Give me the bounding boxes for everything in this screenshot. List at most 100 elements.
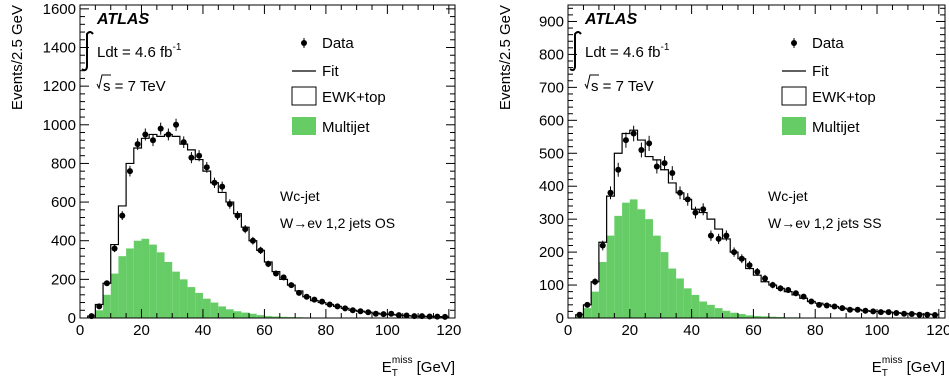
multijet-bar [606, 235, 615, 318]
multijet-bar [676, 278, 684, 318]
sqrt-sign [96, 74, 111, 90]
x-tick-label: 100 [865, 322, 890, 339]
data-point [761, 275, 768, 282]
x-tick-label: 60 [745, 322, 762, 339]
data-point [738, 255, 745, 262]
data-point [426, 313, 433, 320]
multijet-bar [645, 219, 653, 318]
multijet-bar [149, 244, 157, 318]
data-point [831, 303, 838, 310]
x-tick-label: 60 [256, 322, 273, 339]
data-point [103, 280, 110, 287]
data-point [707, 232, 714, 239]
data-point [219, 183, 226, 190]
data-point [870, 308, 877, 315]
multijet-bar [614, 215, 623, 318]
data-point [249, 237, 256, 244]
data-point [296, 289, 303, 296]
data-point [272, 270, 279, 277]
multijet-bar [172, 271, 180, 318]
multijet-bar [164, 261, 173, 318]
data-point [576, 311, 583, 318]
x-axis-label-sup: miss [392, 355, 413, 366]
data-point [142, 131, 149, 138]
data-point [769, 282, 776, 289]
integral-sign [569, 31, 582, 72]
data-point [584, 301, 591, 308]
y-tick-label: 1400 [43, 40, 76, 57]
luminosity-text: Ldt = 4.6 fb [97, 44, 172, 61]
y-axis-label: Events/2.5 GeV [9, 5, 26, 110]
data-point [403, 312, 410, 319]
multijet-bar [637, 209, 646, 318]
x-tick-label: 80 [807, 322, 824, 339]
chart-os: 0 20 40 60 80 100 1200200400600800100012001400… [9, 1, 461, 379]
luminosity-text: Ldt = 4.6 fb [585, 44, 660, 61]
data-point [357, 308, 364, 315]
data-point [165, 131, 172, 138]
x-axis-label: ETmiss [GeV] [382, 355, 455, 379]
x-axis-label-sub: T [392, 368, 398, 379]
data-point [196, 152, 203, 159]
multijet-bar [745, 315, 754, 318]
data-point [916, 311, 923, 318]
x-tick-label: 120 [926, 322, 949, 339]
data-point [692, 209, 699, 216]
data-point [638, 146, 645, 153]
data-point [265, 260, 272, 267]
multijet-bar [110, 273, 119, 318]
data-point [723, 232, 730, 239]
data-point [326, 301, 333, 308]
multijet-bar [761, 316, 769, 318]
x-tick-label: 0 [564, 322, 572, 339]
multijet-bar [95, 310, 104, 318]
data-point [661, 160, 668, 167]
fit-line [575, 129, 939, 318]
x-axis-label-main: E [872, 359, 882, 376]
x-axis-label-main: E [382, 359, 392, 376]
multijet-bar [722, 310, 731, 318]
multijet-bar [103, 294, 111, 318]
multijet-bar [591, 291, 599, 318]
data-point [792, 290, 799, 297]
data-point [342, 305, 349, 312]
x-tick-label: 40 [683, 322, 700, 339]
data-point [380, 311, 387, 318]
legend-label-data: Data [322, 35, 354, 52]
multijet-bar [737, 314, 746, 318]
multijet-bar [768, 316, 777, 318]
data-point [754, 268, 761, 275]
data-point [234, 212, 241, 219]
data-point [877, 309, 884, 316]
x-axis-label-unit: [GeV] [412, 359, 455, 376]
data-point [622, 137, 629, 144]
y-tick-label: 200 [539, 244, 564, 261]
data-point [653, 163, 660, 170]
channel-label: Wc-jet [768, 188, 808, 204]
y-tick-label: 600 [539, 112, 564, 129]
legend-ewk-swatch [291, 86, 317, 106]
legend-label-ewk: EWK+top [812, 89, 876, 106]
data-point [242, 226, 249, 233]
multijet-bar [660, 252, 669, 318]
data-point [150, 137, 157, 144]
x-tick-label: 20 [133, 322, 150, 339]
multijet-bar [652, 235, 661, 318]
data-point [816, 301, 823, 308]
data-point [311, 296, 318, 303]
data-point [800, 293, 807, 300]
luminosity-exponent: -1 [660, 42, 669, 53]
data-point [684, 196, 691, 203]
data-point [157, 125, 164, 132]
y-tick-label: 300 [539, 211, 564, 228]
multijet-bar [691, 294, 700, 318]
multijet-bar [753, 316, 762, 318]
multijet-bar [668, 268, 677, 318]
data-point [839, 305, 846, 312]
multijet-bar [707, 304, 715, 318]
sqrt-sign [584, 74, 599, 90]
data-point [731, 249, 738, 256]
data-point [119, 212, 126, 219]
data-point [924, 311, 931, 318]
legend-multijet-swatch [782, 117, 806, 135]
